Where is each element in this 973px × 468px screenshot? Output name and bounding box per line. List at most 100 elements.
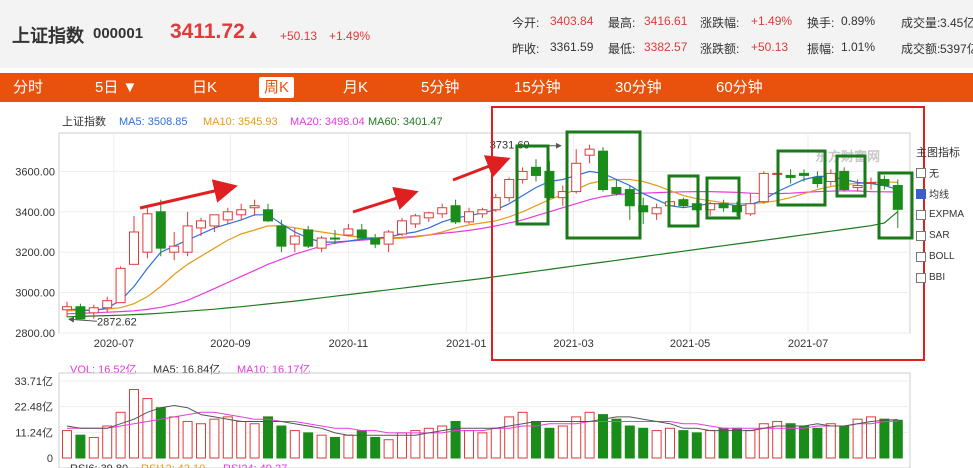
tab-monthly-k[interactable]: 月K [343,79,369,96]
volume-ma10-line [67,411,898,434]
candle [209,214,220,232]
volume-bar [209,418,220,459]
candle-body [732,205,742,213]
candle [571,149,582,194]
low-price-label: 2872.62 [97,316,137,328]
indicator-option[interactable]: 无 [916,162,973,183]
checkbox-icon[interactable] [916,251,926,262]
candle [75,303,86,320]
checkbox-icon[interactable] [916,209,926,220]
volume-bar [263,416,273,459]
volume-tick-label: 11.24亿 [15,426,53,439]
hand-markup [139,106,925,361]
candle-body [370,237,381,245]
rsi-legend: RSI6: 39.80 RSI12: 42.10 RSI24: 49.27 [70,463,287,468]
candle [584,144,595,164]
indicator-option[interactable]: 均线 [916,183,973,204]
volume-tick-label: 0 [47,453,53,465]
tab-5day[interactable]: 5日 ▼ [95,73,137,102]
volume-bar [785,423,796,459]
checkbox-icon[interactable] [916,167,926,178]
volume-bar [892,419,903,459]
checkbox-icon[interactable] [916,272,926,283]
trend-arrow-3 [452,155,511,182]
candle-body [651,207,662,215]
green-box-7 [877,171,914,240]
volume-tick-label: 22.48亿 [14,401,53,414]
indicator-option-label: 无 [929,169,939,180]
volume-bar [665,427,675,459]
date-axis: 2020-07 2020-09 2020-11 2021-01 2021-03 2021-… [94,338,828,350]
date-tick-label: 2020-07 [94,338,134,350]
quote-label: 最低: [608,42,636,56]
volume-bar [866,416,876,459]
indicator-panel-title: 主图指标 [916,147,960,159]
volume-bar [450,420,461,459]
volume-bar [236,420,247,459]
green-box-4 [705,176,741,220]
candle [370,234,381,249]
volume-bar [651,430,662,459]
quote-value: 3382.57 [644,40,688,54]
quote-label: 换手: [807,16,835,30]
quote-label: 涨跌额: [700,42,740,56]
candle [115,266,126,304]
ma-legend-item: MA60: 3401.47 [368,116,443,128]
tab-daily-k[interactable]: 日K [192,79,218,96]
highlight-region-box [491,106,925,361]
stock-price: 3411.72 [170,20,245,43]
candle [785,169,796,184]
date-tick-label: 2021-05 [670,338,710,350]
volume-tick-label: 33.71亿 [14,375,53,388]
low-marker-line [68,316,98,323]
high-price-label: 3731.69 [490,140,530,152]
indicator-option-label: BOLL [929,251,955,262]
volume-bar [142,398,153,459]
indicator-option[interactable]: EXPMA [916,204,973,225]
candle-body [718,203,729,209]
quote-label: 今开: [512,16,540,30]
candle-body [182,225,193,253]
volume-ma-lines [66,404,898,436]
candle [504,177,515,202]
volume-bar [879,418,890,459]
quote-value: 1.01% [841,40,876,54]
candle [678,197,689,208]
candle [477,207,488,218]
volume-legend: VOL: 16.52亿 MA5: 16.84亿 MA10: 16.17亿 [70,363,310,376]
candle [423,211,434,222]
volume-bar [316,434,327,459]
candle-body [115,267,126,304]
indicator-option[interactable]: BOLL [916,246,973,267]
green-box-5 [776,149,827,207]
checkbox-icon[interactable] [916,188,926,199]
tab-60min[interactable]: 60分钟 [716,79,763,96]
tab-intraday[interactable]: 分时 [13,79,44,96]
tab-5min[interactable]: 5分钟 [421,79,460,96]
checkbox-icon[interactable] [916,230,926,241]
candle-body [75,306,86,320]
candle [236,203,247,220]
tab-weekly-k[interactable]: 周K [259,77,295,98]
ma60-line [66,211,899,318]
indicator-option[interactable]: BBI [916,267,973,288]
candle-body [88,307,99,314]
volume-bar [88,436,99,459]
tab-30min[interactable]: 30分钟 [615,79,662,96]
dropdown-caret-icon: ▼ [122,79,138,96]
candle-body [437,207,448,215]
volume-bar [544,427,555,459]
candle [316,236,327,253]
volume-bar [330,436,340,459]
volume-bar [196,423,206,459]
candle-body [330,237,340,240]
candle-body [249,205,260,209]
tab-15min[interactable]: 15分钟 [514,79,561,96]
candle-body [343,228,354,236]
ma10-line [66,178,898,312]
stock-change: +50.13 [280,29,318,43]
candle [383,229,394,253]
candle-body [129,231,139,265]
indicator-option[interactable]: SAR [916,225,973,246]
